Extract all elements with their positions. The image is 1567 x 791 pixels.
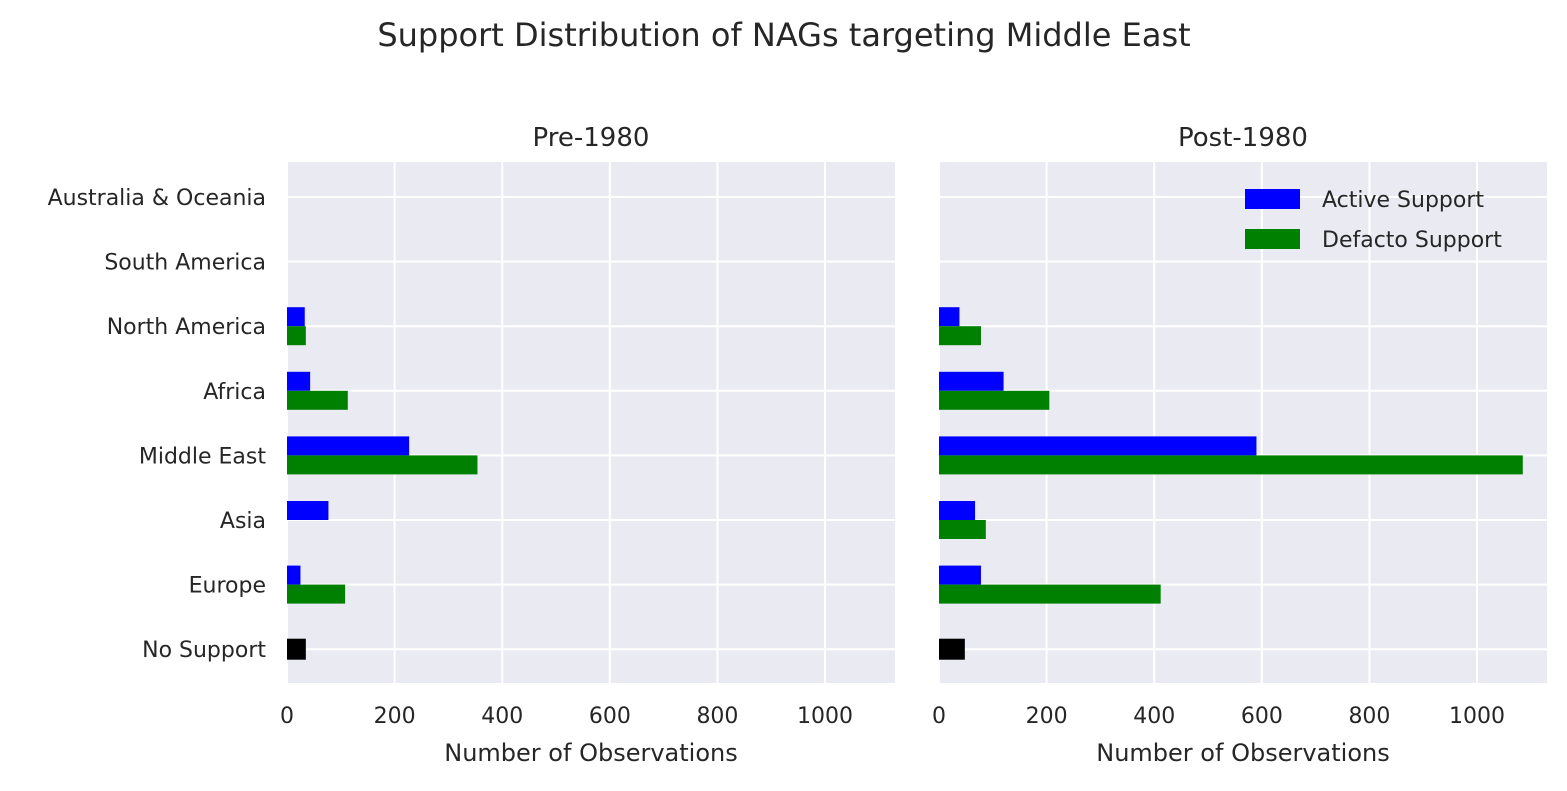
y-tick-label: Middle East xyxy=(139,444,267,469)
x-tick-label: 800 xyxy=(696,704,738,729)
x-axis-label: Number of Observations xyxy=(444,739,737,767)
bar-defacto-4 xyxy=(287,455,478,475)
legend-swatch xyxy=(1245,229,1300,249)
bar-active-2 xyxy=(939,307,960,327)
legend-label: Active Support xyxy=(1322,188,1484,213)
y-tick-label: Asia xyxy=(220,509,266,534)
x-tick-label: 400 xyxy=(1133,704,1175,729)
bar-defacto-6 xyxy=(939,584,1161,604)
bar-defacto-2 xyxy=(287,326,306,346)
x-axis-label: Number of Observations xyxy=(1096,739,1389,767)
bar-defacto-5 xyxy=(939,520,986,539)
legend-swatch xyxy=(1245,189,1300,209)
bar-active-3 xyxy=(287,371,311,391)
bar-active-6 xyxy=(287,565,301,585)
legend: Active Support Defacto Support xyxy=(1245,188,1502,253)
bar-defacto-4 xyxy=(939,455,1523,475)
bar-active-6 xyxy=(939,565,981,585)
bar-active-4 xyxy=(287,436,410,456)
y-tick-label: No Support xyxy=(142,638,266,663)
y-tick-label: Australia & Oceania xyxy=(48,186,266,211)
panel-1: 0 200 400 600 800 1000 Pre-1980 Number of Obser… xyxy=(48,123,895,767)
bar-active-3 xyxy=(939,371,1004,391)
legend-label: Defacto Support xyxy=(1322,228,1502,253)
x-tick-label: 800 xyxy=(1348,704,1390,729)
panel-2: 0 200 400 600 800 1000 Post-1980 Number of Obse… xyxy=(932,123,1547,767)
x-tick-label: 0 xyxy=(280,704,294,729)
bar-defacto-6 xyxy=(287,584,346,604)
bar-defacto-2 xyxy=(939,326,981,346)
bar-no-support xyxy=(287,638,306,660)
panel-title: Post-1980 xyxy=(1178,123,1308,153)
bar-active-4 xyxy=(939,436,1257,456)
bar-defacto-3 xyxy=(939,390,1050,410)
x-tick-label: 600 xyxy=(589,704,631,729)
y-tick-label: Europe xyxy=(189,574,266,599)
y-tick-label: Africa xyxy=(203,380,266,405)
x-tick-label: 1000 xyxy=(797,704,853,729)
x-tick-label: 200 xyxy=(1026,704,1068,729)
bar-active-2 xyxy=(287,307,305,327)
panels: 0 200 400 600 800 1000 Pre-1980 Number of Obser… xyxy=(48,123,1547,767)
bar-active-5 xyxy=(287,501,329,520)
plot-area xyxy=(287,162,895,683)
x-tick-label: 600 xyxy=(1241,704,1283,729)
bar-defacto-3 xyxy=(287,390,348,410)
panel-title: Pre-1980 xyxy=(533,123,650,153)
x-tick-label: 400 xyxy=(481,704,523,729)
x-tick-label: 1000 xyxy=(1449,704,1505,729)
y-tick-label: South America xyxy=(104,251,266,276)
y-tick-label: North America xyxy=(107,315,266,340)
x-tick-label: 0 xyxy=(932,704,946,729)
bar-no-support xyxy=(939,638,965,660)
figure-title: Support Distribution of NAGs targeting M… xyxy=(377,16,1190,54)
x-tick-label: 200 xyxy=(374,704,416,729)
bar-active-5 xyxy=(939,501,976,520)
